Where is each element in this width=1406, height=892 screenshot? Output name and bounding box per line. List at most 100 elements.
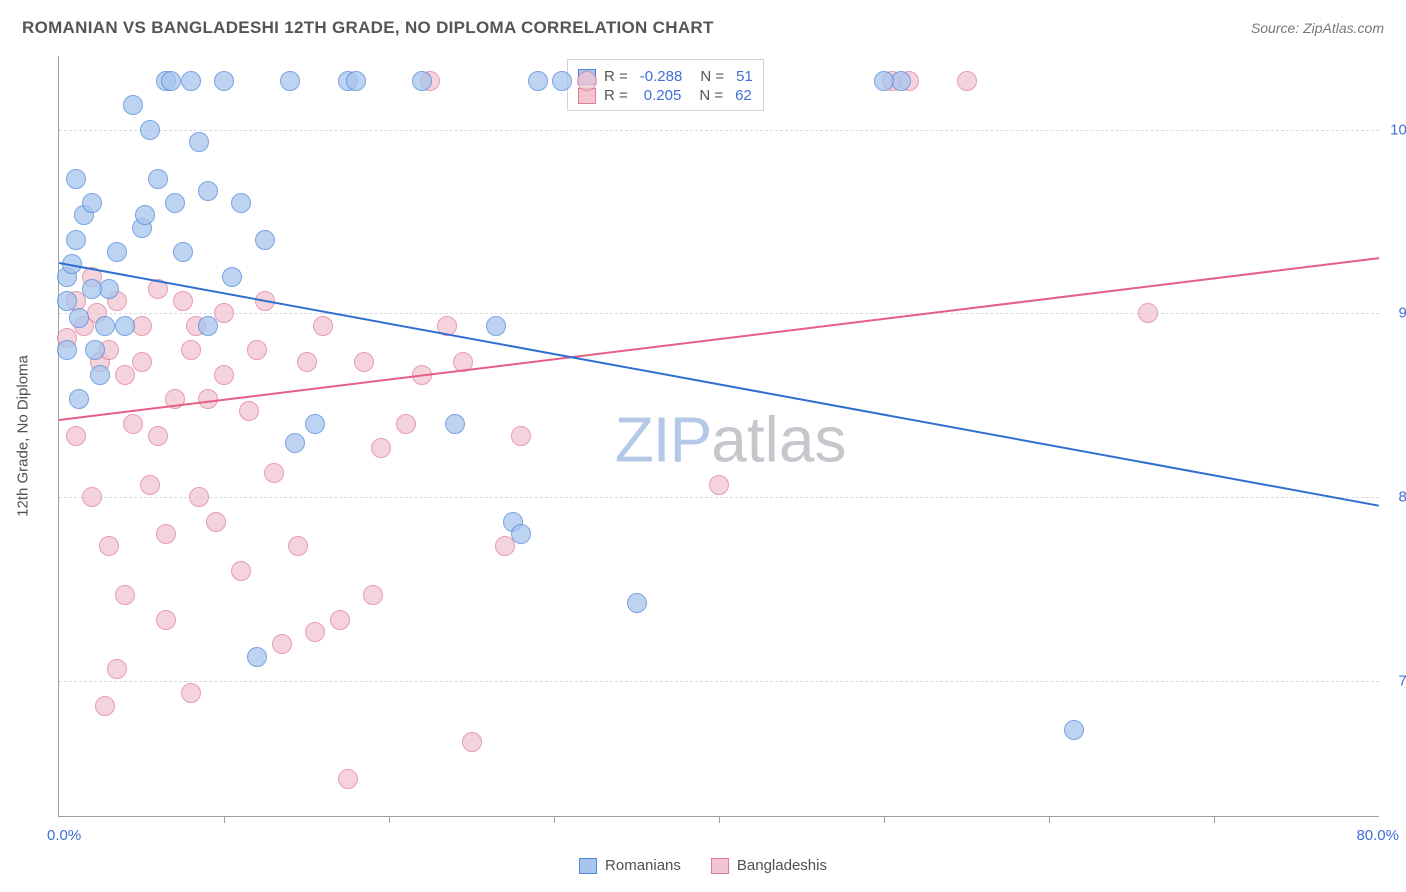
scatter-point-romanians <box>189 132 209 152</box>
scatter-point-bangladeshis <box>272 634 292 654</box>
scatter-point-romanians <box>198 181 218 201</box>
scatter-point-bangladeshis <box>214 303 234 323</box>
scatter-point-romanians <box>57 340 77 360</box>
scatter-point-bangladeshis <box>264 463 284 483</box>
scatter-point-bangladeshis <box>140 475 160 495</box>
x-tick <box>224 816 225 823</box>
grid-line <box>59 681 1379 682</box>
scatter-point-romanians <box>511 524 531 544</box>
scatter-point-romanians <box>222 267 242 287</box>
grid-line <box>59 130 1379 131</box>
scatter-point-bangladeshis <box>957 71 977 91</box>
trend-line-bangladeshis <box>59 257 1379 421</box>
x-tick <box>389 816 390 823</box>
scatter-point-bangladeshis <box>239 401 259 421</box>
n-value-bangladeshis: 62 <box>735 87 752 104</box>
scatter-point-romanians <box>1064 720 1084 740</box>
legend-label-romanians: Romanians <box>605 857 681 874</box>
scatter-point-bangladeshis <box>396 414 416 434</box>
stats-row-romanians: R = -0.288 N = 51 <box>578 68 753 85</box>
scatter-point-romanians <box>285 433 305 453</box>
legend-item-bangladeshis: Bangladeshis <box>711 857 827 874</box>
scatter-point-bangladeshis <box>305 622 325 642</box>
legend-item-romanians: Romanians <box>579 857 681 874</box>
scatter-point-romanians <box>135 205 155 225</box>
stats-legend-box: R = -0.288 N = 51 R = 0.205 N = 62 <box>567 59 764 111</box>
scatter-point-romanians <box>107 242 127 262</box>
x-axis-end-label: 80.0% <box>1356 827 1399 844</box>
scatter-point-romanians <box>255 230 275 250</box>
scatter-point-bangladeshis <box>247 340 267 360</box>
scatter-point-bangladeshis <box>354 352 374 372</box>
x-tick <box>554 816 555 823</box>
scatter-point-romanians <box>161 71 181 91</box>
y-axis-label: 12th Grade, No Diploma <box>15 355 32 517</box>
x-tick <box>1214 816 1215 823</box>
scatter-point-romanians <box>82 193 102 213</box>
scatter-plot-area: 12th Grade, No Diploma ZIPatlas R = -0.2… <box>58 56 1379 817</box>
x-axis-start-label: 0.0% <box>47 827 81 844</box>
scatter-point-bangladeshis <box>511 426 531 446</box>
scatter-point-bangladeshis <box>132 352 152 372</box>
scatter-point-bangladeshis <box>371 438 391 458</box>
scatter-point-bangladeshis <box>156 524 176 544</box>
scatter-point-romanians <box>280 71 300 91</box>
r-value-bangladeshis: 0.205 <box>644 87 682 104</box>
scatter-point-bangladeshis <box>148 426 168 446</box>
scatter-point-bangladeshis <box>95 696 115 716</box>
r-label: R = <box>604 87 628 104</box>
scatter-point-romanians <box>627 593 647 613</box>
scatter-point-bangladeshis <box>173 291 193 311</box>
scatter-point-romanians <box>90 365 110 385</box>
scatter-point-bangladeshis <box>115 585 135 605</box>
scatter-point-romanians <box>69 389 89 409</box>
scatter-point-romanians <box>66 230 86 250</box>
scatter-point-bangladeshis <box>577 71 597 91</box>
scatter-point-romanians <box>198 316 218 336</box>
scatter-point-bangladeshis <box>123 414 143 434</box>
n-label: N = <box>700 68 724 85</box>
scatter-point-bangladeshis <box>189 487 209 507</box>
r-value-romanians: -0.288 <box>640 68 683 85</box>
scatter-point-romanians <box>214 71 234 91</box>
watermark: ZIPatlas <box>615 403 847 477</box>
y-tick-label: 77.5% <box>1385 673 1406 690</box>
grid-line <box>59 497 1379 498</box>
scatter-point-romanians <box>247 647 267 667</box>
watermark-atlas: atlas <box>711 404 846 476</box>
scatter-point-romanians <box>165 193 185 213</box>
stats-row-bangladeshis: R = 0.205 N = 62 <box>578 87 753 104</box>
x-tick <box>1049 816 1050 823</box>
n-label: N = <box>699 87 723 104</box>
scatter-point-bangladeshis <box>99 536 119 556</box>
n-value-romanians: 51 <box>736 68 753 85</box>
scatter-point-bangladeshis <box>363 585 383 605</box>
x-tick <box>719 816 720 823</box>
scatter-point-bangladeshis <box>330 610 350 630</box>
scatter-point-romanians <box>115 316 135 336</box>
scatter-point-romanians <box>486 316 506 336</box>
swatch-romanians <box>579 858 597 874</box>
r-label: R = <box>604 68 628 85</box>
scatter-point-bangladeshis <box>231 561 251 581</box>
scatter-point-bangladeshis <box>156 610 176 630</box>
chart-title: ROMANIAN VS BANGLADESHI 12TH GRADE, NO D… <box>22 18 714 38</box>
scatter-point-bangladeshis <box>66 426 86 446</box>
scatter-point-bangladeshis <box>709 475 729 495</box>
legend-label-bangladeshis: Bangladeshis <box>737 857 827 874</box>
swatch-bangladeshis <box>711 858 729 874</box>
scatter-point-bangladeshis <box>214 365 234 385</box>
x-tick <box>884 816 885 823</box>
scatter-point-romanians <box>123 95 143 115</box>
scatter-point-romanians <box>231 193 251 213</box>
source-attribution: Source: ZipAtlas.com <box>1251 20 1384 36</box>
scatter-point-bangladeshis <box>1138 303 1158 323</box>
scatter-point-romanians <box>874 71 894 91</box>
scatter-point-romanians <box>69 308 89 328</box>
scatter-point-romanians <box>173 242 193 262</box>
scatter-point-bangladeshis <box>107 659 127 679</box>
scatter-point-romanians <box>346 71 366 91</box>
scatter-point-romanians <box>66 169 86 189</box>
scatter-point-bangladeshis <box>181 340 201 360</box>
scatter-point-romanians <box>412 71 432 91</box>
